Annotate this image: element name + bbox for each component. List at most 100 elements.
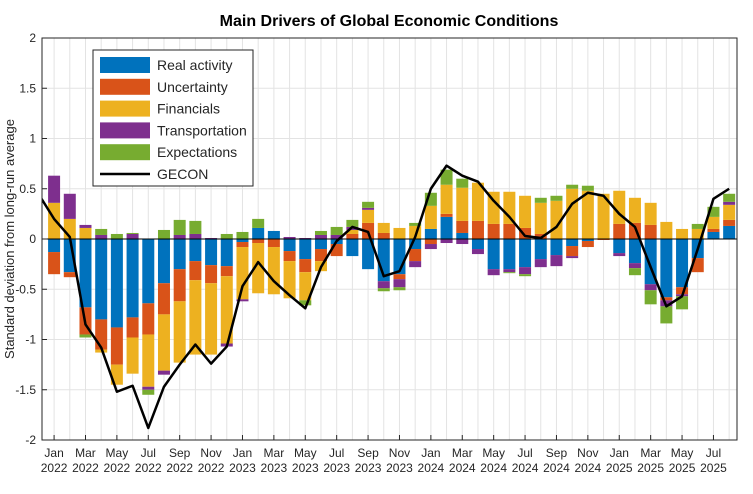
bar-expectations bbox=[660, 306, 673, 324]
bar-real-activity bbox=[314, 239, 327, 250]
bar-real-activity bbox=[409, 239, 422, 250]
bar-real-activity bbox=[267, 230, 280, 239]
bar-financials bbox=[393, 227, 406, 239]
bar-financials bbox=[456, 187, 469, 221]
bar-real-activity bbox=[283, 239, 296, 252]
bar-uncertainty bbox=[660, 297, 673, 301]
bar-financials bbox=[581, 190, 594, 239]
bar-uncertainty bbox=[173, 269, 186, 302]
bar-financials bbox=[377, 222, 390, 233]
bar-uncertainty bbox=[314, 249, 327, 262]
bar-real-activity bbox=[157, 239, 170, 284]
y-tick-label: 2 bbox=[29, 31, 36, 45]
bar-expectations bbox=[550, 195, 563, 201]
bar-real-activity bbox=[550, 239, 563, 256]
x-tick-label-month: Jul bbox=[517, 446, 532, 460]
bar-financials bbox=[283, 261, 296, 299]
bar-real-activity bbox=[487, 239, 500, 270]
bar-expectations bbox=[346, 219, 359, 227]
bar-expectations bbox=[519, 274, 532, 277]
x-tick-label-month: Sep bbox=[169, 446, 191, 460]
bar-uncertainty bbox=[63, 272, 76, 278]
x-tick-label-year: 2024 bbox=[449, 461, 476, 475]
legend-label: Financials bbox=[157, 101, 220, 117]
bar-financials bbox=[157, 314, 170, 371]
bar-transportation bbox=[189, 233, 202, 239]
bar-expectations bbox=[409, 222, 422, 226]
x-tick-label-year: 2023 bbox=[261, 461, 288, 475]
legend-label: Transportation bbox=[157, 122, 247, 138]
bar-uncertainty bbox=[220, 266, 233, 277]
x-tick-label-year: 2024 bbox=[512, 461, 539, 475]
bar-transportation bbox=[471, 249, 484, 255]
bar-expectations bbox=[173, 219, 186, 235]
bar-uncertainty bbox=[126, 317, 139, 338]
x-tick-label-month: Mar bbox=[640, 446, 661, 460]
bar-uncertainty bbox=[236, 242, 249, 248]
bar-expectations bbox=[157, 229, 170, 239]
bar-real-activity bbox=[362, 239, 375, 270]
bar-real-activity bbox=[189, 239, 202, 262]
bar-expectations bbox=[330, 226, 343, 235]
bar-financials bbox=[252, 243, 265, 294]
legend-swatch-real-activity bbox=[100, 57, 150, 73]
bar-uncertainty bbox=[487, 223, 500, 239]
x-tick-label-month: Mar bbox=[452, 446, 473, 460]
bar-transportation bbox=[503, 269, 516, 273]
bar-real-activity bbox=[126, 239, 139, 318]
y-tick-label: -1.5 bbox=[15, 383, 36, 397]
legend-label: Uncertainty bbox=[157, 79, 228, 95]
bar-uncertainty bbox=[157, 283, 170, 315]
x-tick-label-month: Jul bbox=[141, 446, 156, 460]
bar-financials bbox=[691, 228, 704, 239]
bar-uncertainty bbox=[205, 265, 218, 284]
bar-transportation bbox=[613, 253, 626, 257]
x-tick-label-year: 2023 bbox=[323, 461, 350, 475]
legend-label: GECON bbox=[157, 166, 208, 182]
bar-financials bbox=[142, 334, 155, 387]
bar-financials bbox=[471, 182, 484, 221]
bar-uncertainty bbox=[377, 232, 390, 239]
bar-expectations bbox=[691, 223, 704, 229]
bar-real-activity bbox=[723, 225, 736, 239]
bar-financials bbox=[220, 276, 233, 344]
bar-expectations bbox=[456, 178, 469, 188]
bar-expectations bbox=[503, 272, 516, 274]
bar-transportation bbox=[299, 237, 312, 239]
x-tick-label-month: May bbox=[671, 446, 694, 460]
bar-expectations bbox=[110, 233, 123, 239]
bar-transportation bbox=[95, 234, 108, 239]
x-tick-label-year: 2023 bbox=[386, 461, 413, 475]
bar-expectations bbox=[393, 287, 406, 291]
x-tick-label-year: 2022 bbox=[72, 461, 99, 475]
bar-expectations bbox=[95, 228, 108, 235]
bar-transportation bbox=[487, 269, 500, 276]
bar-real-activity bbox=[48, 239, 61, 253]
bar-transportation bbox=[126, 233, 139, 239]
x-tick-label-month: Sep bbox=[357, 446, 379, 460]
bar-real-activity bbox=[676, 239, 689, 288]
bar-uncertainty bbox=[519, 227, 532, 239]
x-tick-label-year: 2022 bbox=[166, 461, 193, 475]
bar-expectations bbox=[707, 206, 720, 217]
y-axis-label: Standard deviation from long-run average bbox=[2, 119, 17, 359]
bar-financials bbox=[205, 283, 218, 355]
bar-transportation bbox=[393, 279, 406, 288]
bar-expectations bbox=[299, 300, 312, 306]
bar-financials bbox=[723, 204, 736, 220]
bar-uncertainty bbox=[471, 220, 484, 239]
bar-real-activity bbox=[534, 239, 547, 260]
bar-financials bbox=[628, 197, 641, 223]
bar-uncertainty bbox=[707, 228, 720, 232]
bar-expectations bbox=[236, 231, 249, 239]
bar-transportation bbox=[157, 370, 170, 375]
bar-real-activity bbox=[628, 239, 641, 264]
x-tick-label-month: Nov bbox=[200, 446, 221, 460]
x-tick-label-month: Mar bbox=[264, 446, 285, 460]
bar-uncertainty bbox=[393, 274, 406, 280]
bar-uncertainty bbox=[48, 252, 61, 275]
legend-swatch-transportation bbox=[100, 122, 150, 139]
bar-transportation bbox=[79, 224, 92, 228]
bar-real-activity bbox=[471, 239, 484, 250]
legend-swatch-expectations bbox=[100, 144, 150, 161]
